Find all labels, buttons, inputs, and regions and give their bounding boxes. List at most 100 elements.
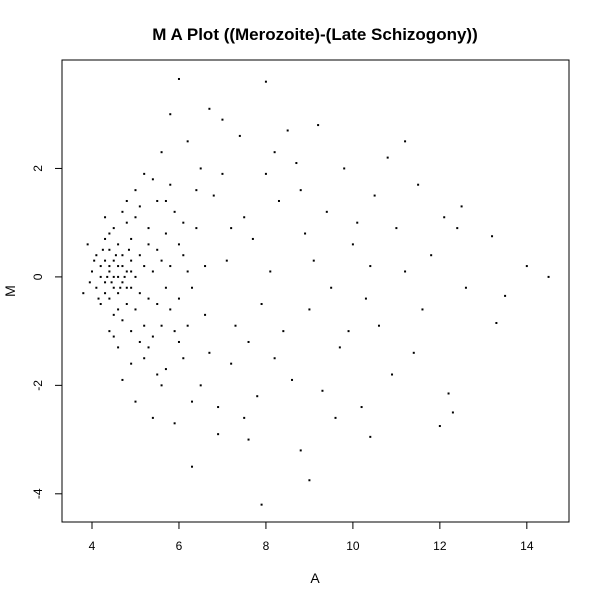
data-point (108, 248, 111, 251)
data-point (304, 232, 307, 235)
data-point (395, 227, 398, 230)
data-point (134, 308, 137, 311)
data-point (151, 178, 154, 181)
data-point (169, 113, 172, 116)
data-point (160, 151, 163, 154)
data-point (151, 416, 154, 419)
data-point (117, 243, 120, 246)
data-point (186, 324, 189, 327)
data-point (334, 416, 337, 419)
data-point (460, 205, 463, 208)
data-point (125, 221, 128, 224)
data-point (191, 400, 194, 403)
data-point (456, 227, 459, 230)
x-tick-label: 10 (346, 539, 360, 553)
data-point (495, 321, 498, 324)
data-point (364, 297, 367, 300)
data-point (117, 275, 120, 278)
data-point (88, 281, 91, 284)
data-point (119, 286, 122, 289)
data-point (464, 286, 467, 289)
data-point (182, 221, 185, 224)
data-point (156, 199, 159, 202)
data-point (291, 378, 294, 381)
y-axis-label: M (2, 285, 18, 297)
data-point (260, 303, 263, 306)
data-point (117, 308, 120, 311)
data-point (269, 270, 272, 273)
data-point (130, 270, 133, 273)
data-point (373, 194, 376, 197)
data-point (130, 259, 133, 262)
data-point (147, 227, 150, 230)
data-point (308, 308, 311, 311)
data-point (260, 503, 263, 506)
data-point (312, 259, 315, 262)
data-point (330, 286, 333, 289)
data-point (169, 265, 172, 268)
data-point (230, 227, 233, 230)
data-point (156, 373, 159, 376)
data-point (164, 232, 167, 235)
data-point (391, 373, 394, 376)
data-point (234, 324, 237, 327)
data-point (186, 270, 189, 273)
data-point (112, 259, 115, 262)
points-layer (82, 77, 550, 506)
data-point (404, 140, 407, 143)
data-point (199, 167, 202, 170)
y-tick-label: -2 (31, 380, 45, 391)
data-point (451, 411, 454, 414)
data-point (208, 351, 211, 354)
data-point (317, 124, 320, 127)
data-point (356, 221, 359, 224)
data-point (243, 216, 246, 219)
data-point (164, 286, 167, 289)
data-point (143, 265, 146, 268)
data-point (112, 286, 115, 289)
y-tick-label: -4 (31, 488, 45, 499)
data-point (325, 210, 328, 213)
data-point (125, 199, 128, 202)
data-point (130, 286, 133, 289)
data-point (95, 286, 98, 289)
data-point (114, 254, 117, 257)
data-point (195, 189, 198, 192)
data-point (177, 243, 180, 246)
data-point (112, 335, 115, 338)
data-point (273, 357, 276, 360)
data-point (169, 308, 172, 311)
data-point (147, 297, 150, 300)
data-point (104, 281, 107, 284)
data-point (347, 330, 350, 333)
data-point (343, 167, 346, 170)
data-point (101, 248, 104, 251)
data-point (138, 254, 141, 257)
data-point (191, 286, 194, 289)
data-point (447, 392, 450, 395)
data-point (123, 275, 126, 278)
data-point (504, 294, 507, 297)
data-point (108, 270, 111, 273)
data-point (173, 210, 176, 213)
data-point (443, 216, 446, 219)
data-point (99, 275, 102, 278)
data-point (360, 406, 363, 409)
data-point (125, 270, 128, 273)
data-point (430, 254, 433, 257)
data-point (247, 340, 250, 343)
data-point (404, 270, 407, 273)
data-point (525, 265, 528, 268)
data-point (221, 172, 224, 175)
data-point (212, 194, 215, 197)
data-point (191, 465, 194, 468)
data-point (204, 265, 207, 268)
data-point (221, 118, 224, 121)
data-point (182, 254, 185, 257)
data-point (177, 340, 180, 343)
y-tick-label: 0 (31, 273, 45, 280)
data-point (108, 330, 111, 333)
data-point (247, 438, 250, 441)
data-point (121, 210, 124, 213)
x-axis-label: A (310, 570, 320, 586)
